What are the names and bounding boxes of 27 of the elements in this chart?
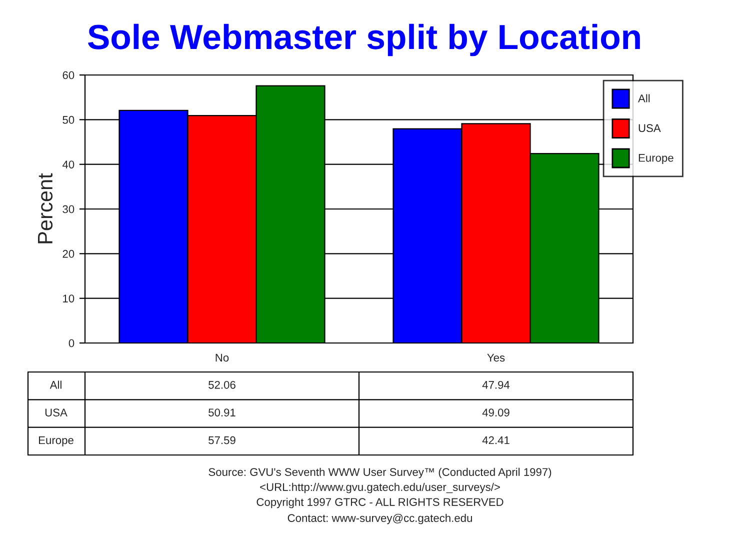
data-label: 49.09 [482, 408, 510, 416]
y-tick-label: 20 [62, 250, 74, 258]
data-label: 42.41 [482, 436, 510, 444]
x-tick-label: Yes [487, 354, 505, 362]
x-tick-label: No [216, 354, 229, 362]
y-tick-label: 10 [63, 294, 74, 302]
data-label: 50.91 [208, 408, 236, 416]
y-tick-label: 0 [68, 339, 74, 348]
legend-label: Europe [638, 154, 674, 164]
text: <URL:http://www.gvu.gatech.edu/user_surveys/> [260, 482, 500, 494]
y-tick-label: 50 [62, 116, 74, 124]
legend-label: USA [638, 124, 661, 132]
source-note: Source: GVU's Seventh WWW User Survey™ (Conducted April 1997) [208, 468, 552, 478]
chart-title: Sole Webmaster split by Location [88, 24, 640, 56]
text: Copyright 1997 GTRC - ALL RIGHTS RESERVED [256, 498, 504, 508]
text: Europe [39, 436, 74, 446]
text: USA [45, 408, 68, 416]
data-label: 52.06 [208, 380, 236, 389]
legend-label: All [638, 94, 650, 102]
y-axis-title: Percent [38, 173, 53, 244]
y-tick-label: 60 [62, 71, 74, 80]
y-tick-label: 30 [62, 205, 74, 214]
data-label: 47.94 [482, 380, 510, 389]
text: All [50, 380, 62, 389]
data-label: 57.59 [208, 436, 236, 444]
y-tick-label: 40 [62, 160, 74, 168]
text: Contact: www-survey@cc.gatech.edu [288, 514, 472, 524]
